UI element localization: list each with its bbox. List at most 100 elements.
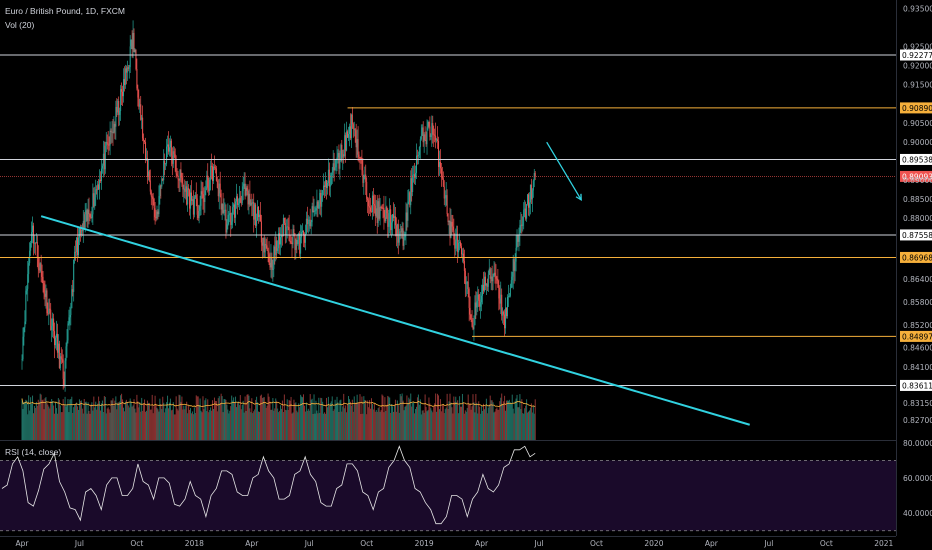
candle bbox=[249, 193, 251, 206]
candle bbox=[215, 168, 217, 181]
volume-bar bbox=[532, 405, 534, 440]
volume-bar bbox=[483, 403, 485, 440]
candle bbox=[426, 127, 428, 145]
candle bbox=[194, 195, 196, 197]
candle bbox=[386, 206, 388, 214]
candle bbox=[480, 302, 482, 307]
candle bbox=[348, 126, 350, 134]
candle bbox=[50, 309, 52, 331]
candle bbox=[298, 233, 300, 240]
volume-bar bbox=[323, 413, 325, 440]
volume-bar bbox=[443, 413, 445, 440]
candle bbox=[412, 175, 414, 192]
volume-bar bbox=[195, 395, 197, 440]
candle bbox=[142, 117, 144, 139]
candle bbox=[470, 314, 472, 320]
candle bbox=[436, 139, 438, 141]
volume-bar bbox=[309, 394, 311, 440]
volume-bar bbox=[523, 413, 525, 440]
volume-bar bbox=[227, 409, 229, 440]
candle bbox=[496, 278, 498, 281]
candle bbox=[371, 195, 373, 213]
time-tick-13: Jul bbox=[763, 539, 773, 548]
volume-bar bbox=[82, 413, 84, 440]
candle bbox=[227, 215, 229, 225]
candle bbox=[350, 114, 352, 139]
volume-bar bbox=[266, 405, 268, 440]
price-tick-8: 0.88000 bbox=[903, 214, 932, 223]
candle bbox=[370, 207, 372, 212]
candle bbox=[468, 289, 470, 308]
candle bbox=[375, 208, 377, 216]
candle bbox=[261, 242, 263, 246]
volume-bar bbox=[489, 395, 491, 440]
candle bbox=[318, 204, 320, 209]
arrow-shaft bbox=[546, 141, 582, 201]
volume-bar bbox=[87, 402, 89, 440]
volume-bar bbox=[295, 402, 297, 440]
volume-bar bbox=[332, 410, 334, 440]
volume-bar bbox=[276, 400, 278, 440]
candle bbox=[451, 221, 453, 227]
volume-bar bbox=[113, 405, 115, 440]
volume-bar bbox=[233, 397, 235, 440]
volume-bar bbox=[204, 400, 206, 440]
level-label-bg-3 bbox=[900, 379, 932, 391]
volume-bar bbox=[521, 399, 523, 440]
rsi-line bbox=[1, 445, 536, 525]
volume-bar bbox=[107, 407, 109, 440]
volume-bar bbox=[462, 402, 464, 440]
volume-bar bbox=[442, 404, 444, 440]
candle bbox=[163, 161, 165, 181]
candle bbox=[137, 88, 139, 98]
volume-bar bbox=[388, 396, 390, 440]
volume-bar bbox=[499, 401, 501, 440]
candle bbox=[314, 210, 316, 212]
volume-bar bbox=[347, 404, 349, 440]
volume-bar bbox=[330, 401, 332, 440]
volume-bar bbox=[226, 404, 228, 440]
candle bbox=[66, 340, 68, 347]
candle bbox=[57, 343, 59, 353]
volume-bar bbox=[48, 406, 50, 440]
volume-bar bbox=[25, 399, 27, 440]
candle bbox=[454, 239, 456, 249]
volume-bar bbox=[320, 397, 322, 440]
candle bbox=[399, 231, 401, 236]
volume-bar bbox=[200, 410, 202, 440]
candle bbox=[78, 228, 80, 238]
candle bbox=[109, 130, 111, 146]
candle bbox=[330, 174, 332, 185]
time-tick-8: Apr bbox=[475, 539, 489, 548]
volume-bar bbox=[334, 399, 336, 440]
candle bbox=[517, 234, 519, 242]
candle bbox=[31, 232, 33, 243]
rsi-band bbox=[0, 460, 896, 531]
candle bbox=[185, 186, 187, 192]
volume-bar bbox=[506, 400, 508, 440]
candle bbox=[523, 209, 525, 217]
volume-bar bbox=[160, 404, 162, 440]
candle bbox=[507, 296, 509, 298]
candle bbox=[144, 140, 146, 143]
candle bbox=[252, 202, 254, 204]
volume-bar bbox=[346, 412, 348, 440]
volume-bar bbox=[302, 397, 304, 440]
volume-bar bbox=[396, 400, 398, 440]
volume-bar bbox=[184, 409, 186, 440]
candle bbox=[161, 178, 163, 187]
drawings bbox=[40, 141, 750, 426]
candle bbox=[438, 162, 440, 167]
volume-bar bbox=[50, 401, 52, 440]
volume-bar bbox=[464, 410, 466, 440]
candle bbox=[37, 257, 39, 269]
candle bbox=[464, 270, 466, 285]
candle bbox=[180, 169, 182, 178]
volume-bar bbox=[421, 410, 423, 440]
volume-bar bbox=[402, 400, 404, 440]
chart-title: Euro / British Pound, 1D, FXCM bbox=[5, 6, 125, 16]
volume-bar bbox=[231, 395, 233, 440]
volume-bar bbox=[513, 413, 515, 440]
volume-bar bbox=[422, 410, 424, 440]
